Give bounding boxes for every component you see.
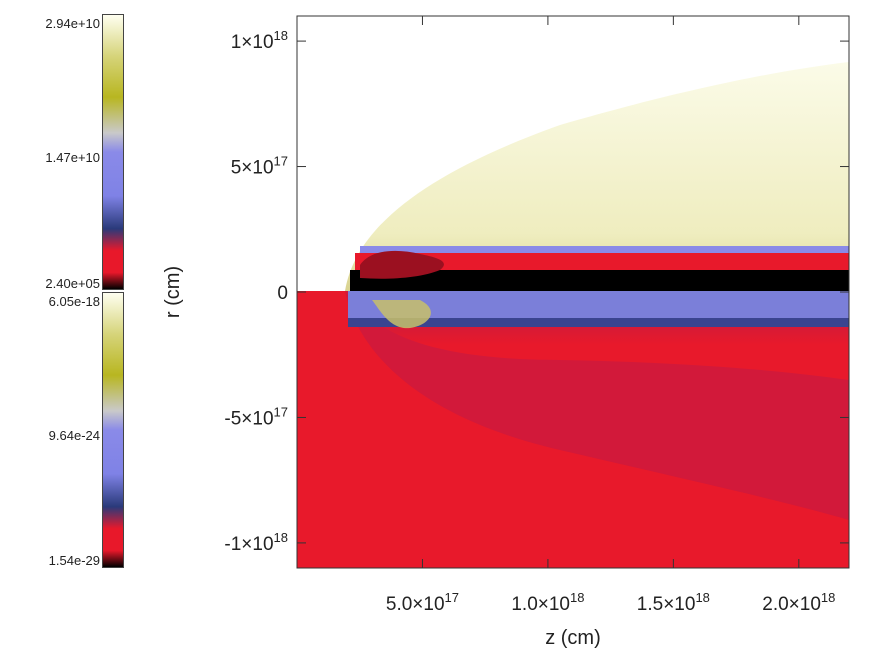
y-axis-ticks: 1×1018 5×1017 0 -5×1017 -1×1018 [224,28,849,555]
upper-jet-mid [355,253,849,271]
colorbar-lower-min: 1.54e-29 [48,553,100,568]
colorbar-upper-min: 2.40e+05 [45,276,100,291]
lower-jet-shear [348,318,849,327]
x-axis-label: z (cm) [545,627,601,649]
y-axis-label: r (cm) [162,266,184,318]
y-tick-label: -5×1017 [224,404,288,429]
x-tick-label: 1.0×1018 [511,590,584,615]
x-tick-label: 5.0×1017 [386,590,459,615]
y-tick-label: 0 [277,283,288,304]
upper-jet-outer [360,246,849,256]
upper-head-turbulence [360,250,444,279]
x-axis-ticks: 5.0×1017 1.0×1018 1.5×1018 2.0×1018 [386,16,835,615]
y-tick-label: 1×1018 [231,28,288,53]
upper-jet-core [350,270,849,291]
y-tick-label: -1×1018 [224,530,288,555]
lower-head-blob [372,300,431,329]
upper-cocoon [345,62,849,291]
colorbar-upper-mid: 1.47e+10 [45,150,100,165]
lower-jet-band [348,291,849,321]
x-tick-label: 2.0×1018 [762,590,835,615]
colorbar-lower-max: 6.05e-18 [48,294,100,309]
y-tick-label: 5×1017 [231,154,288,179]
colorbar-upper [102,14,124,290]
colorbar-upper-max: 2.94e+10 [45,16,100,31]
colorbar-lower [102,292,124,568]
x-tick-label: 1.5×1018 [637,590,710,615]
colorbar-lower-mid: 9.64e-24 [48,428,100,443]
